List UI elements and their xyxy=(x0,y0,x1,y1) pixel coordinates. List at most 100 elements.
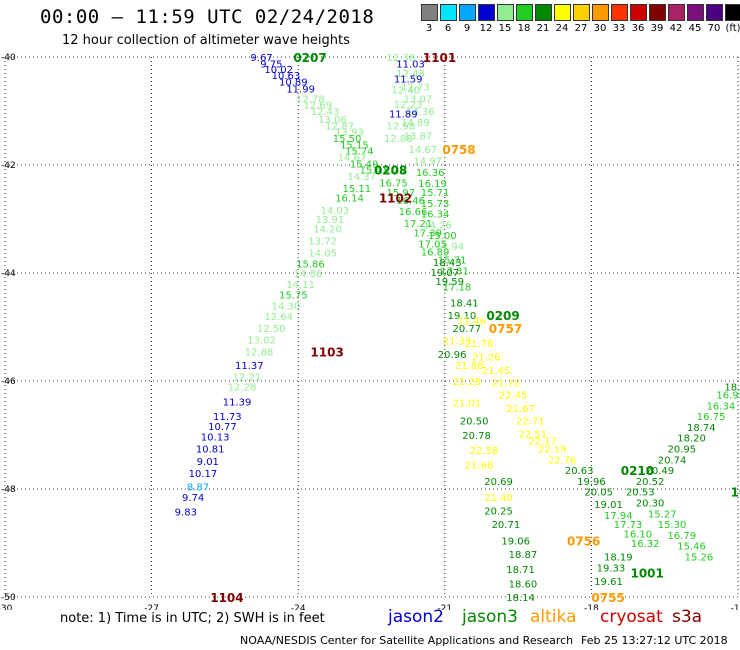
lat-tick-label: -44 xyxy=(1,269,16,279)
wave-height-value: 18.71 xyxy=(506,565,535,576)
wave-height-value: 16.75 xyxy=(379,178,408,189)
wave-height-value: 16.34 xyxy=(707,401,736,412)
wave-height-value: 19.06 xyxy=(501,536,530,547)
wave-height-value: 16.36 xyxy=(416,168,445,179)
wave-height-value: 19.59 xyxy=(435,277,464,288)
wave-height-value: 14.30 xyxy=(272,301,301,312)
wave-height-value: 13.02 xyxy=(247,335,276,346)
wave-height-value: 20.96 xyxy=(438,350,467,361)
pass-time-label: 0209 xyxy=(486,309,519,323)
wave-height-value: 17.94 xyxy=(604,511,633,522)
wave-height-value: 19.61 xyxy=(594,577,623,588)
color-scale-label: 42 xyxy=(669,23,683,34)
pass-time-label: 0207 xyxy=(293,51,326,65)
wave-height-value: 15.71 xyxy=(421,188,450,199)
color-swatch xyxy=(459,4,476,21)
wave-height-value: 15.73 xyxy=(421,199,450,210)
color-swatch xyxy=(725,4,740,21)
wave-height-value: 12.78 xyxy=(296,95,325,106)
satellite-name-altika: altika xyxy=(530,607,577,627)
wave-height-value: 10.63 xyxy=(272,71,301,82)
wave-height-value: 18.19 xyxy=(604,553,633,564)
wave-height-value: 9.74 xyxy=(182,493,204,504)
wave-height-value: 12.64 xyxy=(264,312,293,323)
wave-height-value: 17.18 xyxy=(443,283,472,294)
wave-height-value: 21.68 xyxy=(465,461,494,472)
wave-height-value: 17.39 xyxy=(413,229,442,240)
wave-height-value: 20.78 xyxy=(462,431,491,442)
pass-time-label: 0756 xyxy=(567,534,600,548)
wave-height-value: 10.81 xyxy=(196,445,225,456)
wave-height-value: 20.50 xyxy=(460,416,489,427)
wave-height-value: 21.76 xyxy=(465,339,494,350)
color-swatch xyxy=(592,4,609,21)
wave-height-value: 13.87 xyxy=(404,131,433,142)
timestamp-text: Feb 25 13:27:12 UTC 2018 xyxy=(581,634,728,647)
wave-height-value: 21.40 xyxy=(484,493,513,504)
wave-height-value: 19.07 xyxy=(430,268,459,279)
lat-tick-label: -48 xyxy=(1,485,16,495)
wave-height-value: 16.66 xyxy=(399,207,428,218)
wave-height-value: 13.91 xyxy=(316,215,345,226)
wave-height-value: 13.06 xyxy=(318,115,347,126)
color-scale-label: 3 xyxy=(425,23,433,34)
wave-height-value: 17.73 xyxy=(614,520,643,531)
wave-height-value: 16.32 xyxy=(631,539,660,550)
color-scale-label: 6 xyxy=(444,23,452,34)
color-swatch xyxy=(478,4,495,21)
wave-height-value: 18.14 xyxy=(506,593,535,604)
lat-tick-label: -50 xyxy=(1,593,16,603)
wave-height-value: 20.30 xyxy=(636,499,665,510)
pass-time-label: 0757 xyxy=(489,322,522,336)
wave-height-value: 14.94 xyxy=(435,242,464,253)
pass-time-label: 0210 xyxy=(621,464,654,478)
wave-height-value: 22.71 xyxy=(516,416,545,427)
wave-height-value: 12.87 xyxy=(325,122,354,133)
color-scale-label: 39 xyxy=(650,23,664,34)
wave-height-value: 16.46 xyxy=(396,196,425,207)
wave-height-value: 22.51 xyxy=(518,429,547,440)
wave-height-value: 20.71 xyxy=(492,520,521,531)
wave-height-value: 16.75 xyxy=(697,412,726,423)
wave-height-value: 16.10 xyxy=(624,529,653,540)
wave-height-value: 14.05 xyxy=(308,248,337,259)
wave-height-value: 13.93 xyxy=(335,128,364,139)
wave-height-value: 12.23 xyxy=(394,100,423,111)
wave-height-value: 18.41 xyxy=(450,299,479,310)
lon-tick-label: -27 xyxy=(144,604,159,610)
wave-height-value: 14.67 xyxy=(408,145,437,156)
wave-height-value: 12.50 xyxy=(257,324,286,335)
wave-height-value: 13.07 xyxy=(404,95,433,106)
pass-time-label: 1101 xyxy=(423,51,456,65)
wave-height-value: 18.20 xyxy=(677,434,706,445)
pass-time-label: 0755 xyxy=(591,591,624,605)
lon-tick-label: -15 xyxy=(731,604,740,610)
wave-height-value: 12.48 xyxy=(396,69,425,80)
lat-tick-label: -46 xyxy=(1,377,16,387)
wave-height-value: 15.25 xyxy=(377,165,406,176)
wave-height-value: 20.49 xyxy=(645,466,674,477)
wave-height-value: 16.19 xyxy=(418,179,447,190)
wave-height-value: 15.00 xyxy=(428,231,457,242)
wave-height-value: 10.17 xyxy=(189,469,218,480)
color-swatch xyxy=(668,4,685,21)
color-swatch xyxy=(535,4,552,21)
wave-height-value: 15.27 xyxy=(648,509,677,520)
wave-height-value: 21.88 xyxy=(455,361,484,372)
wave-height-value: 22.58 xyxy=(470,446,499,457)
color-swatch xyxy=(630,4,647,21)
wave-height-value: 10.13 xyxy=(201,433,230,444)
pass-time-label: 0208 xyxy=(374,163,407,177)
wave-height-value: 9.67 xyxy=(250,53,272,64)
wave-height-value: 17.21 xyxy=(404,219,433,230)
wave-height-value: 15.11 xyxy=(343,184,372,195)
wave-height-value: 14.86 xyxy=(294,269,323,280)
wave-height-value: 19.33 xyxy=(597,563,626,574)
wave-height-value: 21.26 xyxy=(472,353,501,364)
wave-height-value: 12.98 xyxy=(386,122,415,133)
wave-height-value: 21.01 xyxy=(452,399,481,410)
wave-height-value: 21.67 xyxy=(506,404,535,415)
wave-height-value: 15.75 xyxy=(279,291,308,302)
wave-height-value: 12.73 xyxy=(401,83,430,94)
wave-height-value: 15.74 xyxy=(345,146,374,157)
